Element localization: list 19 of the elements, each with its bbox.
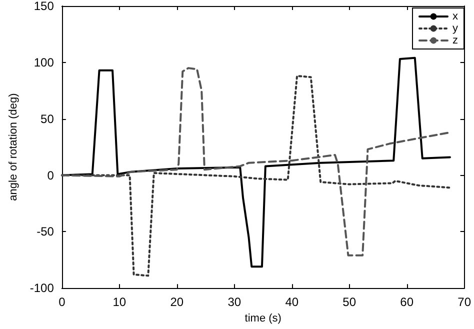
legend-label: z [452,34,458,46]
x-tick-label: 40 [285,295,299,310]
y-tick-label: -50 [36,224,54,239]
legend-label: x [452,10,458,22]
x-tick-label: 10 [112,295,126,310]
y-tick-label: 150 [34,0,54,13]
x-tick-label: 30 [228,295,242,310]
x-tick-label: 20 [170,295,184,310]
y-axis-title: angle of rotation (deg) [8,93,20,201]
legend-label: y [452,22,458,34]
y-tick-label: -100 [30,281,54,296]
y-tick-label: 0 [47,168,54,182]
x-tick-label: 70 [458,295,472,310]
y-tick-label: 100 [34,55,54,70]
y-tick-label: 50 [40,112,54,126]
x-axis-title: time (s) [244,312,282,324]
x-tick-label: 0 [58,295,66,310]
x-tick-label: 50 [342,295,356,310]
x-tick-label: 60 [400,295,414,310]
